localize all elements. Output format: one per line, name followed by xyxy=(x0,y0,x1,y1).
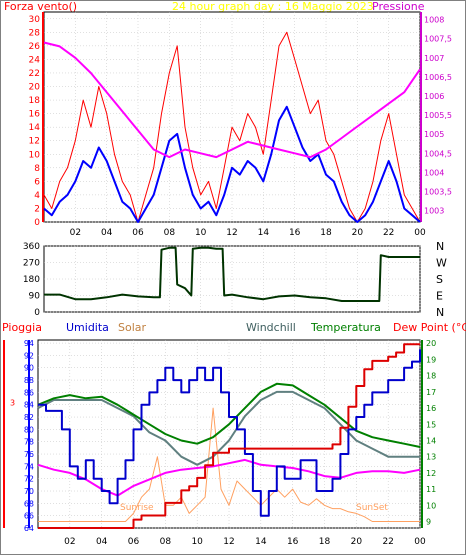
direction-y-tick-label: 180 xyxy=(23,275,40,285)
wind-x-tick-label: 22 xyxy=(383,228,394,238)
direction-y-tick-label: 360 xyxy=(23,242,40,252)
temperature-y-tick-label: 20 xyxy=(426,339,436,348)
direction-y-tick-label: 90 xyxy=(29,292,41,302)
wind-pressure-panel: 30282624222018161412108642010081007,5100… xyxy=(29,12,452,238)
wind-y-tick-label: 2 xyxy=(34,204,40,214)
temp-x-tick-label: 00 xyxy=(414,537,426,547)
wind-y-tick-label: 22 xyxy=(29,69,40,79)
pressure-y-tick-label: 1005 xyxy=(424,130,444,139)
sunrise-annotation: Sunrise xyxy=(120,503,154,513)
compass-label: E xyxy=(436,290,443,303)
wind-x-tick-label: 00 xyxy=(414,228,426,238)
compass-label: W xyxy=(436,257,447,270)
pressure-y-tick-label: 1006,5 xyxy=(424,73,452,82)
wind-y-tick-label: 16 xyxy=(29,110,41,120)
sunset-annotation: SunSet xyxy=(356,503,388,513)
temp-x-tick-label: 06 xyxy=(128,537,140,547)
pressure-y-tick-label: 1004,5 xyxy=(424,149,452,158)
temp-x-tick-label: 16 xyxy=(287,537,299,547)
wind-y-tick-label: 20 xyxy=(29,83,41,93)
wind-y-tick-label: 6 xyxy=(34,177,40,187)
wind-y-tick-label: 0 xyxy=(34,218,40,228)
legend-humidity: Umidita xyxy=(66,321,109,334)
wind-y-tick-label: 24 xyxy=(29,55,41,65)
temp-x-tick-label: 20 xyxy=(351,537,363,547)
pressure-y-tick-label: 1007 xyxy=(424,54,444,63)
temp-x-tick-label: 22 xyxy=(382,537,393,547)
wind-x-tick-label: 06 xyxy=(132,228,144,238)
wind-y-tick-label: 10 xyxy=(29,150,41,160)
wind-axis-title: Forza vento() xyxy=(4,0,77,13)
temp-x-tick-label: 18 xyxy=(319,537,331,547)
wind-x-tick-label: 10 xyxy=(195,228,207,238)
wind-y-tick-label: 18 xyxy=(29,96,41,106)
wind-y-tick-label: 28 xyxy=(29,28,41,38)
direction-y-tick-label: 270 xyxy=(23,259,40,269)
wind-x-tick-label: 04 xyxy=(101,228,113,238)
temp-x-tick-label: 02 xyxy=(64,537,75,547)
pressure-y-tick-label: 1006 xyxy=(424,92,444,101)
pressure-y-tick-label: 1003 xyxy=(424,207,444,216)
wind-x-tick-label: 14 xyxy=(258,228,270,238)
temperature-y-tick-label: 16 xyxy=(426,404,436,413)
temperature-y-tick-label: 10 xyxy=(426,501,436,510)
legend-dewpoint: Dew Point (°C) xyxy=(393,321,466,334)
wind-y-tick-label: 4 xyxy=(34,191,40,201)
temperature-humidity-panel: 9492908886848280787674727068666420191817… xyxy=(4,339,436,547)
temperature-y-tick-label: 19 xyxy=(426,355,436,364)
wind-x-tick-label: 08 xyxy=(164,228,176,238)
temperature-y-tick-label: 11 xyxy=(426,485,436,494)
rain-y-tick-label: 3 xyxy=(10,399,15,408)
legend-rain: Pioggia xyxy=(2,321,42,334)
legend-windchill: Windchill xyxy=(246,321,296,334)
direction-y-tick-label: 0 xyxy=(34,308,40,318)
chart-title: 24 hour graph day : 16 Maggio 2023 xyxy=(172,0,374,13)
temp-x-tick-label: 12 xyxy=(223,537,234,547)
pressure-y-tick-label: 1004 xyxy=(424,168,444,177)
wind-x-tick-label: 16 xyxy=(289,228,301,238)
pressure-y-tick-label: 1003,5 xyxy=(424,187,452,196)
pressure-y-tick-label: 1008 xyxy=(424,16,444,25)
wind-y-tick-label: 12 xyxy=(29,137,40,147)
temperature-y-tick-label: 14 xyxy=(426,436,436,445)
temperature-y-tick-label: 17 xyxy=(426,388,436,397)
legend-temperature: Temperatura xyxy=(310,321,381,334)
temp-x-tick-label: 10 xyxy=(191,537,203,547)
pressure-y-tick-label: 1007,5 xyxy=(424,35,452,44)
wind-y-tick-label: 14 xyxy=(29,123,41,133)
temperature-y-tick-label: 13 xyxy=(426,453,436,462)
wind-x-tick-label: 18 xyxy=(320,228,332,238)
temp-x-tick-label: 08 xyxy=(160,537,172,547)
pressure-y-tick-label: 1005,5 xyxy=(424,111,452,120)
temperature-y-tick-label: 15 xyxy=(426,420,436,429)
wind-x-tick-label: 20 xyxy=(352,228,364,238)
wind-x-tick-label: 12 xyxy=(226,228,237,238)
temp-x-tick-label: 14 xyxy=(255,537,267,547)
wind-y-tick-label: 26 xyxy=(29,42,41,52)
pressure-axis-title: Pressione xyxy=(372,0,425,13)
temperature-y-tick-label: 9 xyxy=(426,518,431,527)
temperature-y-tick-label: 12 xyxy=(426,469,436,478)
wind-y-tick-label: 8 xyxy=(34,164,40,174)
legend-solar: Solar xyxy=(118,321,147,334)
compass-label: N xyxy=(436,240,444,253)
wind-y-tick-label: 30 xyxy=(29,15,41,25)
temperature-y-tick-label: 18 xyxy=(426,372,436,381)
temp-x-tick-label: 04 xyxy=(96,537,108,547)
wind-x-tick-label: 02 xyxy=(70,228,81,238)
compass-label: N xyxy=(436,306,444,319)
compass-label: S xyxy=(436,273,443,286)
